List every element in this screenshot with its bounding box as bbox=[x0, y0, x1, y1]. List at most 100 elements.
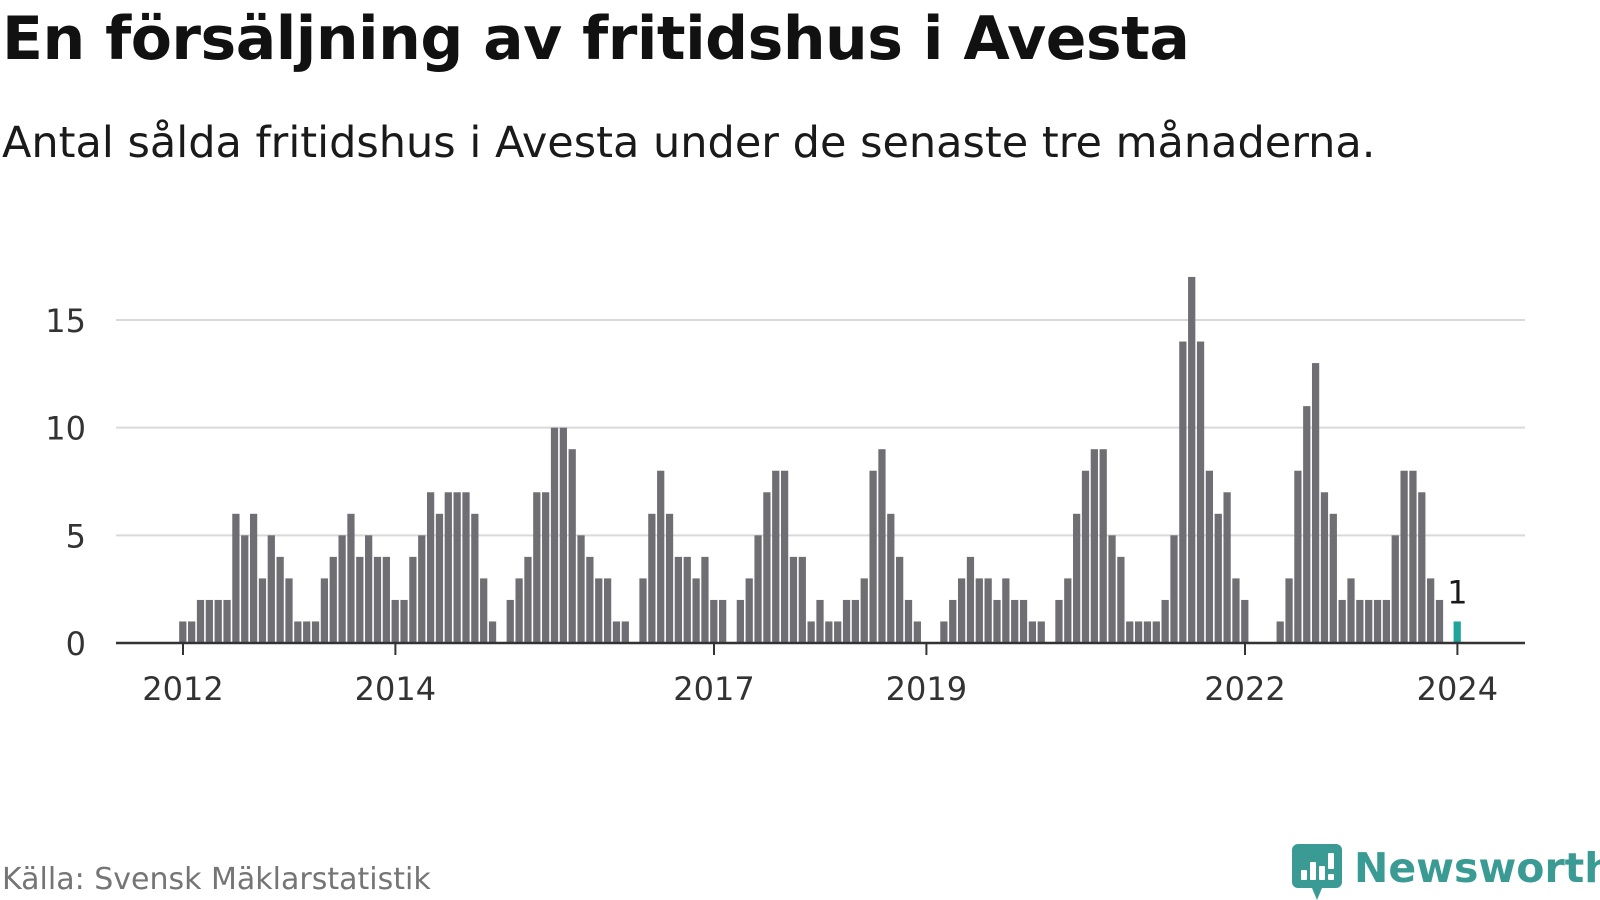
bar bbox=[506, 599, 514, 643]
bar bbox=[533, 492, 541, 643]
bar bbox=[391, 599, 399, 643]
bar bbox=[418, 535, 426, 643]
bar bbox=[1241, 599, 1249, 643]
bar bbox=[329, 556, 337, 643]
bar bbox=[878, 449, 886, 643]
bar bbox=[816, 599, 824, 643]
bar bbox=[577, 535, 585, 643]
bar bbox=[303, 621, 311, 643]
bar bbox=[568, 449, 576, 643]
bar bbox=[356, 556, 364, 643]
bar bbox=[1320, 492, 1329, 643]
bar bbox=[1400, 470, 1408, 643]
bar bbox=[1143, 621, 1152, 643]
bar bbox=[1019, 599, 1028, 643]
bar bbox=[639, 578, 647, 643]
bar bbox=[657, 470, 665, 643]
x-tick-label: 2022 bbox=[1204, 670, 1285, 708]
bar bbox=[285, 578, 293, 643]
bar bbox=[789, 556, 798, 643]
bar bbox=[1152, 621, 1160, 643]
bar bbox=[1099, 449, 1107, 643]
bar bbox=[1303, 406, 1311, 643]
bar bbox=[524, 556, 532, 643]
bar bbox=[373, 556, 382, 643]
bar bbox=[1329, 513, 1337, 643]
bar bbox=[683, 556, 691, 643]
x-tick-label: 2024 bbox=[1417, 670, 1498, 708]
bar bbox=[851, 599, 860, 643]
bar bbox=[701, 556, 709, 643]
bar bbox=[179, 621, 187, 643]
bar bbox=[1205, 470, 1214, 643]
bar bbox=[347, 513, 355, 643]
bar bbox=[975, 578, 983, 643]
bar bbox=[1081, 470, 1090, 643]
bar bbox=[1409, 470, 1417, 643]
bar bbox=[1294, 470, 1302, 643]
y-tick-label: 15 bbox=[45, 302, 86, 340]
bar bbox=[311, 621, 320, 643]
bar bbox=[665, 513, 674, 643]
bar bbox=[214, 599, 222, 643]
bar bbox=[719, 599, 727, 643]
bar bbox=[188, 621, 196, 643]
bar bbox=[674, 556, 683, 643]
bar bbox=[807, 621, 815, 643]
bar bbox=[488, 621, 497, 643]
bar bbox=[603, 578, 612, 643]
bar bbox=[780, 470, 789, 643]
bar bbox=[957, 578, 966, 643]
bar bbox=[241, 535, 249, 643]
bar bbox=[1311, 363, 1320, 643]
bar bbox=[338, 535, 346, 643]
bar bbox=[1002, 578, 1010, 643]
bar bbox=[949, 599, 957, 643]
bar bbox=[1055, 599, 1063, 643]
bar bbox=[1196, 341, 1205, 643]
x-tick-label: 2019 bbox=[886, 670, 967, 708]
bar bbox=[1134, 621, 1143, 643]
bar bbox=[1161, 599, 1169, 643]
bar bbox=[480, 578, 488, 643]
bar bbox=[763, 492, 771, 643]
bar bbox=[612, 621, 621, 643]
bar bbox=[196, 599, 205, 643]
bar bbox=[1427, 578, 1435, 643]
bar bbox=[1037, 621, 1045, 643]
source-credit: Källa: Svensk Mäklarstatistik bbox=[2, 862, 431, 897]
bar bbox=[462, 492, 470, 643]
bar bbox=[365, 535, 373, 643]
bar bbox=[205, 599, 213, 643]
bar bbox=[267, 535, 275, 643]
x-tick-label: 2012 bbox=[142, 670, 223, 708]
bar bbox=[1232, 578, 1240, 643]
bar bbox=[550, 427, 559, 643]
bar bbox=[1356, 599, 1364, 643]
y-tick-label: 10 bbox=[45, 410, 86, 448]
bar bbox=[595, 578, 603, 643]
bar-highlight bbox=[1453, 621, 1461, 643]
bar bbox=[1365, 599, 1373, 643]
bar bbox=[869, 470, 877, 643]
bar bbox=[754, 535, 762, 643]
bar bbox=[1073, 513, 1081, 643]
bar bbox=[276, 556, 284, 643]
bar bbox=[1214, 513, 1222, 643]
bar bbox=[940, 621, 948, 643]
bar bbox=[586, 556, 594, 643]
bar bbox=[559, 427, 567, 643]
bar bbox=[1064, 578, 1072, 643]
bar bbox=[825, 621, 833, 643]
bar bbox=[692, 578, 700, 643]
bar bbox=[426, 492, 435, 643]
bar bbox=[1011, 599, 1019, 643]
bar bbox=[1285, 578, 1293, 643]
bar bbox=[887, 513, 895, 643]
newsworthy-logo-icon bbox=[1292, 844, 1342, 900]
bar bbox=[400, 599, 408, 643]
bar bbox=[621, 621, 629, 643]
bar bbox=[736, 599, 744, 643]
brand[interactable]: Newsworthy bbox=[1292, 844, 1600, 900]
bar bbox=[1188, 276, 1196, 643]
